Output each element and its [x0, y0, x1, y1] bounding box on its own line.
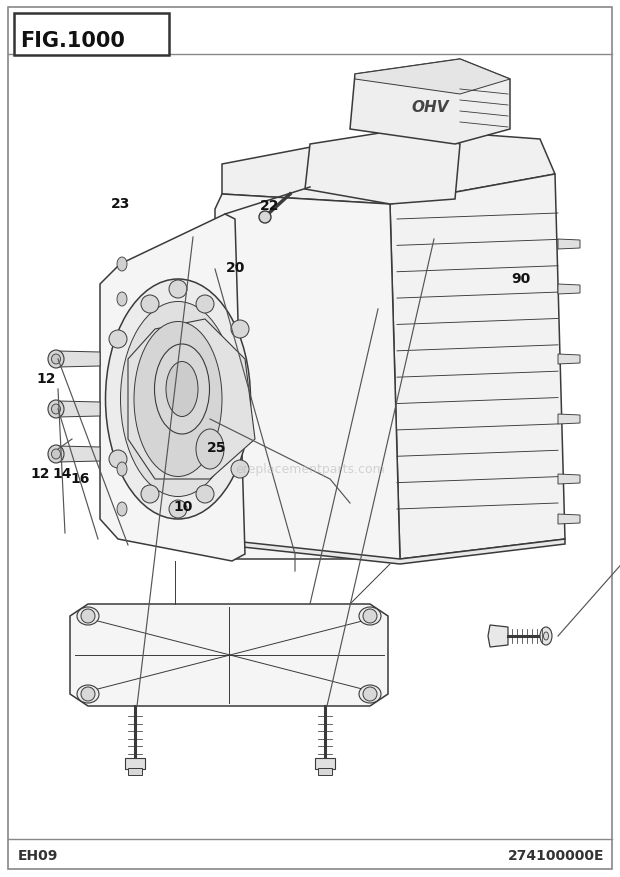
Circle shape [169, 501, 187, 518]
Polygon shape [488, 625, 508, 647]
Circle shape [109, 451, 127, 468]
Text: 20: 20 [226, 260, 246, 275]
Circle shape [259, 211, 271, 224]
Polygon shape [58, 446, 100, 462]
Bar [14, 14, 169, 56]
Polygon shape [305, 130, 460, 204]
Text: OHV: OHV [411, 99, 449, 114]
Text: FIG.1000: FIG.1000 [20, 31, 125, 51]
Circle shape [109, 331, 127, 348]
Circle shape [363, 610, 377, 624]
Ellipse shape [154, 345, 210, 434]
Circle shape [196, 296, 214, 314]
Polygon shape [558, 515, 580, 524]
Text: ereplacementparts.com: ereplacementparts.com [235, 463, 385, 476]
Text: 14: 14 [52, 467, 72, 481]
Ellipse shape [48, 351, 64, 368]
Ellipse shape [544, 632, 549, 640]
Polygon shape [558, 239, 580, 250]
Ellipse shape [117, 258, 127, 272]
Circle shape [231, 321, 249, 339]
Ellipse shape [77, 607, 99, 625]
Circle shape [196, 486, 214, 503]
Text: 12: 12 [37, 372, 56, 386]
Circle shape [141, 296, 159, 314]
Polygon shape [558, 474, 580, 484]
Ellipse shape [134, 322, 222, 477]
Polygon shape [355, 60, 510, 95]
Circle shape [363, 688, 377, 702]
Ellipse shape [51, 404, 61, 415]
Polygon shape [350, 60, 510, 145]
Circle shape [141, 486, 159, 503]
Polygon shape [58, 352, 100, 367]
Text: 10: 10 [173, 500, 193, 514]
Text: 16: 16 [71, 471, 91, 485]
Ellipse shape [105, 280, 250, 519]
Ellipse shape [359, 607, 381, 625]
Text: 90: 90 [511, 272, 531, 286]
Ellipse shape [48, 446, 64, 463]
Circle shape [169, 281, 187, 299]
Polygon shape [128, 319, 255, 480]
Ellipse shape [120, 303, 236, 497]
Polygon shape [215, 195, 400, 560]
Polygon shape [70, 604, 388, 706]
Bar [315, 758, 335, 769]
Text: 12: 12 [30, 467, 50, 481]
Ellipse shape [359, 685, 381, 703]
Text: EH09: EH09 [18, 848, 58, 862]
Polygon shape [58, 402, 100, 417]
Circle shape [81, 610, 95, 624]
Polygon shape [390, 175, 565, 560]
Ellipse shape [540, 627, 552, 645]
Bar [128, 768, 142, 775]
Ellipse shape [166, 362, 198, 417]
Ellipse shape [51, 450, 61, 460]
Ellipse shape [196, 430, 224, 469]
Polygon shape [558, 285, 580, 295]
Text: 23: 23 [111, 196, 131, 210]
Polygon shape [558, 415, 580, 424]
Ellipse shape [117, 503, 127, 517]
Ellipse shape [117, 293, 127, 307]
Polygon shape [558, 354, 580, 365]
Ellipse shape [77, 685, 99, 703]
Text: 274100000E: 274100000E [508, 848, 604, 862]
Bar [318, 768, 332, 775]
Polygon shape [222, 130, 555, 204]
Polygon shape [215, 539, 565, 565]
Ellipse shape [48, 401, 64, 418]
Circle shape [231, 460, 249, 479]
Text: 25: 25 [207, 440, 227, 454]
Circle shape [81, 688, 95, 702]
Ellipse shape [51, 354, 61, 365]
Polygon shape [100, 215, 245, 561]
Ellipse shape [117, 462, 127, 476]
Text: 22: 22 [260, 199, 280, 213]
Bar [125, 758, 145, 769]
